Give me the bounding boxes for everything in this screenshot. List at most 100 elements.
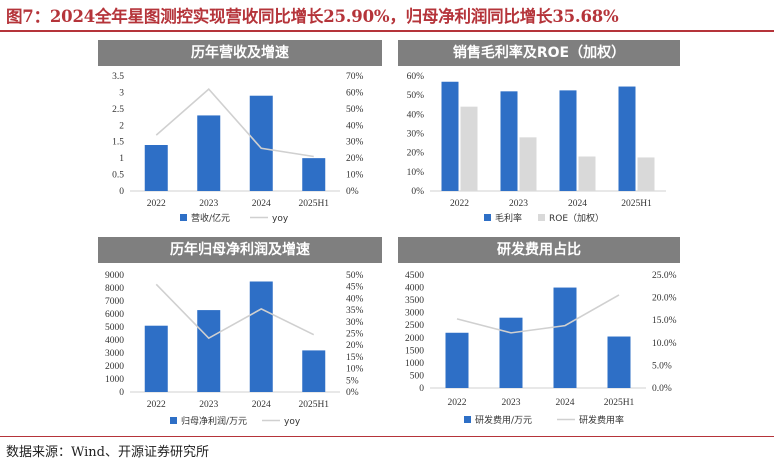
y-tick-label-left: 0.5: [112, 171, 124, 181]
y-tick-label-left: 3.5: [112, 72, 124, 82]
y-tick-label-left: 20%: [407, 149, 425, 159]
x-tick-label: 2024: [568, 199, 587, 209]
bar: [197, 115, 221, 191]
legend-label: ROE（加权）: [549, 212, 604, 224]
panel-title: 销售毛利率及ROE（加权）: [398, 40, 680, 66]
y-tick-label-left: 50%: [407, 91, 425, 101]
y-tick-label-right: 10%: [346, 365, 364, 375]
y-tick-label-left: 2: [119, 121, 124, 131]
y-tick-label-right: 30%: [346, 138, 364, 148]
y-tick-label-left: 2000: [405, 334, 424, 344]
x-tick-label: 2024: [252, 400, 271, 410]
y-tick-label-right: 70%: [346, 72, 364, 82]
revenue-chart: 0 0.5 1 1.5 2 2.5 3 3.5 0% 10% 20% 30% 40% 50% 60% 70% 2…: [112, 72, 364, 224]
bar: [144, 145, 168, 191]
x-tick-label: 2025H1: [298, 199, 329, 209]
legend-label: 归母净利润/万元: [181, 415, 247, 427]
net-profit-chart: 0 1000 2000 3000 4000 5000 6000 7000 8000 9000 0% 5…: [105, 271, 364, 427]
bar: [553, 287, 577, 388]
x-tick-label: 2022: [147, 400, 166, 410]
y-tick-label-right: 40%: [346, 294, 364, 304]
bar: [445, 332, 469, 388]
y-tick-label-left: 6000: [105, 310, 124, 320]
y-tick-label-right: 20%: [346, 154, 364, 164]
y-tick-label-right: 25.0%: [652, 271, 677, 281]
y-tick-label-left: 4000: [405, 284, 424, 294]
y-tick-label-left: 2500: [405, 321, 424, 331]
legend-label: yoy: [284, 417, 301, 427]
y-tick-label-left: 30%: [407, 130, 425, 140]
legend-label: 营收/亿元: [191, 212, 230, 224]
line-series: [155, 283, 315, 340]
panel-title: 历年营收及增速: [98, 40, 382, 66]
bar: [460, 106, 478, 191]
line-series: [155, 88, 314, 158]
panel-title: 历年归母净利润及增速: [98, 237, 382, 263]
y-tick-label-left: 2.5: [112, 105, 124, 115]
y-tick-label-left: 1000: [105, 375, 124, 385]
legend-swatch: [484, 214, 491, 221]
bar: [637, 157, 655, 191]
bar: [519, 137, 537, 191]
bar: [302, 350, 326, 392]
y-tick-label-left: 1.5: [112, 138, 124, 148]
bar: [144, 325, 168, 392]
y-tick-label-right: 10%: [346, 171, 364, 181]
bar: [578, 156, 596, 191]
x-tick-label: 2025H1: [604, 398, 635, 408]
y-tick-label-left: 5000: [105, 323, 124, 333]
bar: [302, 158, 326, 191]
legend-label: yoy: [272, 214, 289, 224]
y-tick-label-left: 4500: [405, 271, 424, 281]
legend-label: 研发费用/万元: [475, 414, 532, 426]
legend-label: 研发费用率: [579, 414, 624, 426]
x-tick-label: 2023: [509, 199, 528, 209]
bottom-rule: [0, 436, 774, 437]
x-tick-label: 2025H1: [621, 199, 652, 209]
panel-net-profit: 历年归母净利润及增速 0 1000 2000 3000 4000 5000 6000 7000…: [98, 237, 382, 434]
x-tick-label: 2024: [556, 398, 575, 408]
panel-title: 研发费用占比: [398, 237, 680, 263]
legend-label: 毛利率: [495, 212, 522, 224]
y-tick-label-right: 15%: [346, 353, 364, 363]
x-tick-label: 2024: [252, 199, 271, 209]
y-tick-label-left: 4000: [105, 336, 124, 346]
y-tick-label-left: 3500: [405, 296, 424, 306]
x-tick-label: 2023: [199, 400, 218, 410]
y-tick-label-left: 7000: [105, 297, 124, 307]
figure-title: 图7：2024全年星图测控实现营收同比增长25.90%，归母净利润同比增长35.…: [6, 7, 619, 26]
bar: [618, 86, 636, 191]
y-tick-label-left: 3000: [405, 309, 424, 319]
y-tick-label-left: 60%: [407, 72, 425, 82]
panel-margin-roe: 销售毛利率及ROE（加权） 0% 10% 20% 30% 40% 50% 60% 2022 20…: [398, 40, 680, 230]
y-tick-label-left: 0%: [411, 187, 424, 197]
legend-swatch: [464, 416, 471, 423]
line-series: [456, 294, 620, 334]
bar: [249, 281, 273, 392]
y-tick-label-right: 5%: [346, 376, 359, 386]
y-tick-label-right: 60%: [346, 88, 364, 98]
y-tick-label-left: 1000: [405, 359, 424, 369]
y-tick-label-left: 0: [419, 384, 424, 394]
y-tick-label-right: 45%: [346, 283, 364, 293]
y-tick-label-right: 0%: [346, 388, 359, 398]
y-tick-label-right: 0%: [346, 187, 359, 197]
y-tick-label-left: 1: [119, 154, 124, 164]
y-tick-label-right: 0.0%: [652, 384, 672, 394]
legend-swatch: [538, 214, 545, 221]
panel-rd-ratio: 研发费用占比 0 500 1000 1500 2000 2500 3000 3500 4000 4…: [398, 237, 680, 434]
y-tick-label-left: 0: [119, 388, 124, 398]
bar: [441, 81, 459, 191]
bar: [559, 90, 577, 191]
y-tick-label-right: 20%: [346, 341, 364, 351]
y-tick-label-left: 9000: [105, 271, 124, 281]
x-tick-label: 2022: [147, 199, 166, 209]
y-tick-label-right: 50%: [346, 271, 364, 281]
x-tick-label: 2022: [450, 199, 469, 209]
y-tick-label-left: 8000: [105, 284, 124, 294]
y-tick-label-left: 3: [119, 88, 124, 98]
x-tick-label: 2025H1: [298, 400, 329, 410]
y-tick-label-right: 30%: [346, 318, 364, 328]
y-tick-label-left: 2000: [105, 362, 124, 372]
y-tick-label-left: 40%: [407, 110, 425, 120]
